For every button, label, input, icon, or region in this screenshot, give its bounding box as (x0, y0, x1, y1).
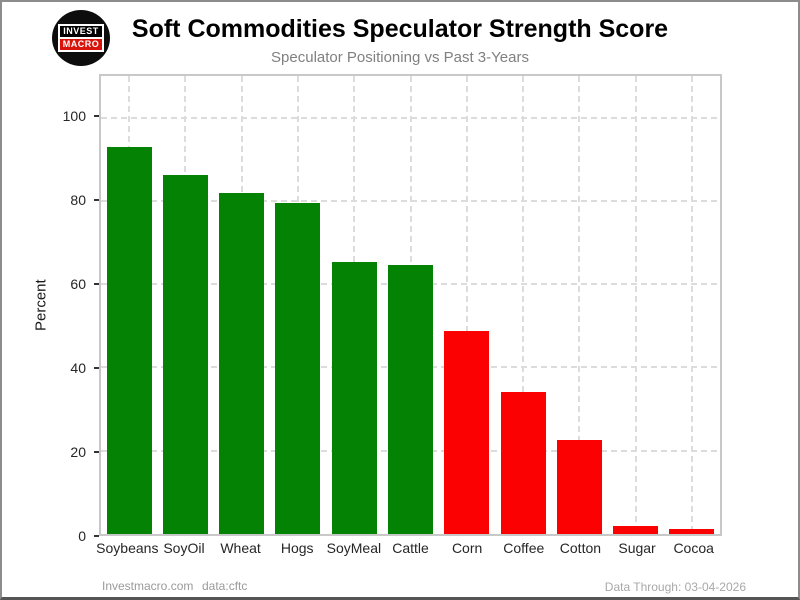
x-tick-label-soybeans: Soybeans (96, 540, 159, 556)
y-tick-label-80: 80 (70, 192, 86, 208)
x-tick-label-corn: Corn (451, 540, 483, 556)
x-axis-labels: Soybeans SoyOil Wheat Hogs SoyMeal Cattle Corn… (96, 540, 722, 560)
gridline-x-corn (465, 76, 468, 534)
y-tick-mark-60 (94, 283, 99, 285)
investmacro-logo: INVEST MACRO (52, 10, 110, 66)
footer-data-through: Data Through: 03-04-2026 (604, 580, 746, 594)
x-tick-label-cattle: Cattle (392, 540, 429, 556)
bar-wheat (219, 193, 265, 534)
chart-subtitle: Speculator Positioning vs Past 3-Years (271, 49, 529, 66)
x-tick-label-sugar: Sugar (618, 540, 656, 556)
y-axis-ticks: 0 20 40 60 80 100 (2, 74, 99, 544)
bar-sugar (613, 525, 659, 534)
y-tick-mark-20 (94, 451, 99, 453)
y-tick-mark-40 (94, 367, 99, 369)
bar-coffee (500, 391, 546, 534)
bar-cattle (387, 264, 433, 534)
bar-corn (444, 331, 490, 534)
y-tick-label-40: 40 (70, 360, 86, 376)
gridline-x-sugar (634, 76, 637, 534)
bar-soyoil (162, 174, 208, 534)
bar-cotton (556, 439, 602, 534)
gridline-x-cocoa (690, 76, 693, 534)
footer-site: Investmacro.com (102, 579, 194, 593)
logo-invest-text: INVEST (58, 24, 104, 39)
bar-soymeal (331, 262, 377, 534)
x-tick-label-wheat: Wheat (220, 540, 261, 556)
y-tick-label-100: 100 (62, 108, 86, 124)
bar-soybeans (106, 146, 152, 534)
y-tick-label-0: 0 (78, 528, 86, 544)
plot-area (99, 74, 722, 536)
x-tick-label-cotton: Cotton (559, 540, 602, 556)
chart-title: Soft Commodities Speculator Strength Sco… (131, 15, 669, 43)
gridline-x-cotton (578, 76, 581, 534)
y-tick-mark-100 (94, 115, 99, 117)
x-tick-label-hogs: Hogs (280, 540, 314, 556)
x-tick-label-soyoil: SoyOil (163, 540, 205, 556)
gridline-x-coffee (522, 76, 525, 534)
footer-data-source: data:cftc (202, 579, 248, 593)
x-tick-label-soymeal: SoyMeal (326, 540, 382, 556)
bar-hogs (275, 202, 321, 534)
bar-cocoa (669, 528, 715, 534)
y-tick-mark-0 (94, 535, 99, 537)
y-tick-label-60: 60 (70, 276, 86, 292)
x-tick-label-coffee: Coffee (503, 540, 545, 556)
x-tick-label-cocoa: Cocoa (673, 540, 714, 556)
y-tick-mark-80 (94, 199, 99, 201)
y-tick-label-20: 20 (70, 444, 86, 460)
logo-macro-text: MACRO (57, 39, 105, 52)
